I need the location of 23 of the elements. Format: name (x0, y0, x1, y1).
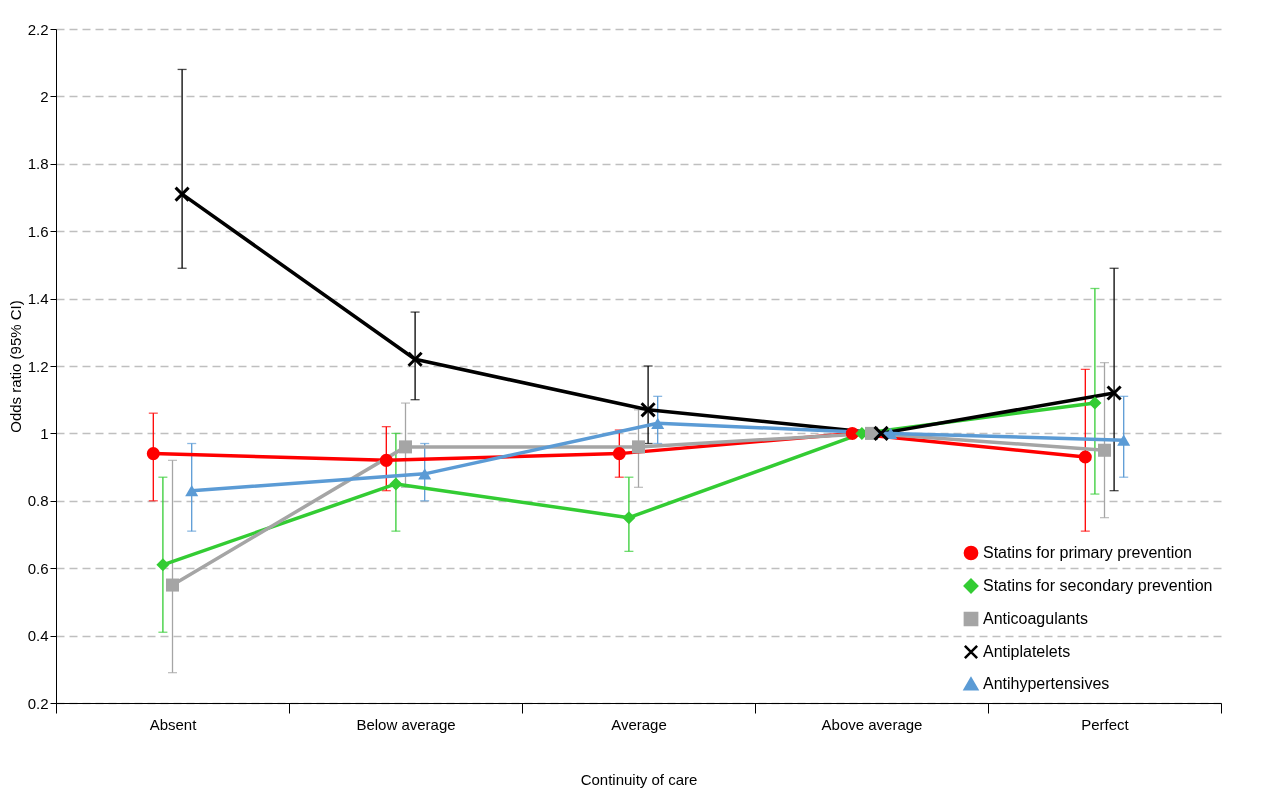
y-tick-label: 0.8 (27, 492, 49, 510)
y-tick-label: 1.8 (27, 155, 49, 173)
legend-label: Anticoagulants (983, 610, 1088, 627)
x-tick-label: Below average (356, 715, 456, 733)
y-tick-label: 1.4 (27, 290, 49, 308)
legend-label: Antiplatelets (983, 643, 1071, 660)
x-axis-title: Continuity of care (580, 770, 698, 788)
x-tick-label: Absent (149, 715, 198, 733)
legend-label: Statins for primary prevention (983, 544, 1192, 561)
y-tick-label: 2.2 (27, 20, 49, 38)
x-tick-label: Perfect (1081, 715, 1130, 733)
x-tick-label: Above average (821, 715, 923, 733)
legend-label: Antihypertensives (983, 675, 1110, 692)
y-tick-label: 0.6 (27, 559, 49, 577)
y-tick-label: 0.4 (27, 627, 49, 645)
y-axis-title: Odds ratio (95% CI) (6, 300, 24, 433)
y-tick-label: 1.6 (27, 222, 49, 240)
y-tick-label: 2 (40, 87, 49, 105)
x-tick-label: Average (611, 715, 667, 733)
y-tick-label: 1 (40, 424, 49, 442)
legend-label: Statins for secondary prevention (983, 577, 1213, 594)
y-tick-label: 1.2 (27, 357, 49, 375)
y-tick-label: 0.2 (27, 694, 49, 712)
